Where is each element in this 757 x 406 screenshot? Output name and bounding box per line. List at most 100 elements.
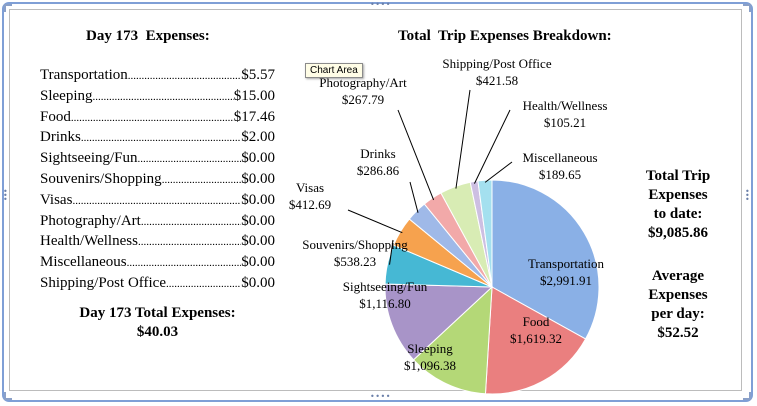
- chart-frame[interactable]: [2, 2, 753, 402]
- expense-amount: $0.00: [241, 150, 275, 167]
- expense-amount: $0.00: [241, 254, 275, 271]
- slice-value-label: $421.58: [476, 73, 518, 88]
- expense-row: Food....................................…: [40, 109, 275, 130]
- expense-label: Transportation: [40, 67, 128, 83]
- slice-value-label: $189.65: [539, 167, 581, 182]
- expense-amount: $0.00: [241, 233, 275, 250]
- slice-label: Drinks: [360, 146, 395, 161]
- expense-label: Food: [40, 108, 71, 125]
- leader-line: [473, 109, 511, 184]
- expense-label: Health/Wellness: [40, 233, 138, 250]
- expense-row: Transportation..........................…: [40, 67, 275, 88]
- trip-total-label-line1: Total Trip: [645, 168, 711, 184]
- dot-leader: ........................................…: [126, 257, 242, 270]
- resize-handle-bottom-left[interactable]: [4, 392, 12, 400]
- dot-leader: ........................................…: [140, 215, 242, 228]
- slice-value-label: $267.79: [342, 92, 384, 107]
- expense-amount: $15.00: [233, 87, 275, 104]
- expense-row: Miscellaneous...........................…: [40, 254, 275, 275]
- resize-handle-right[interactable]: • • •: [745, 187, 750, 204]
- slice-value-label: $1,096.38: [404, 358, 456, 373]
- expense-amount: $0.00: [241, 212, 275, 229]
- pie-slice-sightseeing-fun[interactable]: [384, 283, 494, 361]
- day-total-value: $40.03: [136, 324, 179, 340]
- chart-area-tooltip: Chart Area: [305, 63, 363, 78]
- resize-handle-left[interactable]: • • •: [3, 187, 8, 204]
- average-label-line1: Average: [651, 268, 705, 284]
- average-label-line3: per day:: [651, 306, 705, 322]
- expense-amount: $5.57: [241, 67, 275, 83]
- slice-label: Souvenirs/Shopping: [302, 237, 408, 252]
- slice-label: Transportation: [528, 256, 605, 271]
- dot-leader: ........................................…: [80, 132, 242, 145]
- expense-row: Sleeping................................…: [40, 88, 275, 109]
- leader-line: [409, 181, 419, 213]
- day-total-label: Day 173 Total Expenses:: [79, 305, 236, 321]
- pie-slice-miscellaneous[interactable]: [477, 179, 493, 288]
- resize-handle-top[interactable]: • • • •: [370, 0, 390, 9]
- resize-handle-top-left[interactable]: [4, 4, 12, 12]
- average-label-line2: Expenses: [648, 287, 708, 303]
- expense-amount: $2.00: [241, 129, 275, 146]
- leader-line: [347, 209, 403, 234]
- expense-label: Visas: [40, 191, 73, 208]
- trip-total-block: Total Trip Expenses to date: $9,085.86: [626, 167, 730, 243]
- daily-expense-list: Transportation..........................…: [40, 67, 275, 296]
- expense-label: Drinks: [40, 129, 81, 146]
- leader-line: [389, 239, 394, 265]
- expense-row: Health/Wellness.........................…: [40, 233, 275, 254]
- expense-label: Miscellaneous: [40, 254, 127, 271]
- slice-value-label: $286.86: [357, 163, 400, 178]
- expense-label: Photography/Art: [40, 212, 141, 229]
- slice-value-label: $105.21: [544, 115, 586, 130]
- expense-label: Sleeping: [40, 87, 93, 104]
- expense-label: Souvenirs/Shopping: [40, 170, 162, 187]
- trip-total-label-line3: to date:: [653, 206, 703, 222]
- leader-line: [484, 161, 513, 183]
- slice-label: Sightseeing/Fun: [343, 279, 428, 294]
- expense-row: Drinks..................................…: [40, 129, 275, 150]
- slice-label: Health/Wellness: [523, 98, 608, 113]
- slice-label: Shipping/Post Office: [442, 56, 551, 71]
- slice-label: Sleeping: [407, 341, 453, 356]
- expense-row: Sightseeing/Fun.........................…: [40, 150, 275, 171]
- day-total-block: Day 173 Total Expenses: $40.03: [50, 304, 265, 342]
- leader-line: [455, 89, 471, 189]
- resize-handle-bottom-right[interactable]: [743, 392, 751, 400]
- daily-expenses-title: Day 173 Expenses:: [86, 28, 210, 44]
- pie-slice-sleeping[interactable]: [412, 285, 493, 395]
- expense-row: Photography/Art.........................…: [40, 213, 275, 234]
- expense-row: Shipping/Post Office....................…: [40, 275, 275, 296]
- slice-value-label: $412.69: [289, 197, 331, 212]
- expense-label: Shipping/Post Office: [40, 274, 166, 291]
- pie-chart-title: Total Trip Expenses Breakdown:: [398, 28, 612, 44]
- pie-slice-food[interactable]: [484, 286, 587, 395]
- slice-value-label: $1,619.32: [510, 331, 562, 346]
- expense-amount: $0.00: [241, 191, 275, 208]
- slice-value-label: $1,116.80: [359, 296, 411, 311]
- slice-label: Miscellaneous: [522, 150, 597, 165]
- expense-label: Sightseeing/Fun: [40, 150, 138, 167]
- slice-label: Photography/Art: [319, 75, 407, 90]
- dot-leader: ........................................…: [127, 70, 241, 82]
- resize-handle-top-right[interactable]: [743, 4, 751, 12]
- slice-label: Visas: [296, 180, 324, 195]
- dot-leader: ........................................…: [165, 277, 241, 290]
- average-value: $52.52: [657, 325, 699, 341]
- slice-label: Food: [523, 314, 550, 329]
- resize-handle-bottom[interactable]: • • • •: [370, 392, 390, 401]
- dot-leader: ........................................…: [72, 194, 241, 207]
- dot-leader: ........................................…: [92, 90, 234, 103]
- dot-leader: ........................................…: [70, 111, 234, 124]
- dot-leader: ........................................…: [161, 173, 242, 186]
- dot-leader: ........................................…: [137, 236, 242, 249]
- average-block: Average Expenses per day: $52.52: [626, 267, 730, 343]
- pie-slice-transportation[interactable]: [491, 179, 600, 340]
- dot-leader: ........................................…: [137, 153, 242, 166]
- trip-total-value: $9,085.86: [648, 225, 708, 241]
- expense-row: Souvenirs/Shopping......................…: [40, 171, 275, 192]
- slice-value-label: $538.23: [334, 254, 376, 269]
- chart-area[interactable]: [9, 9, 742, 391]
- expense-amount: $0.00: [241, 170, 275, 187]
